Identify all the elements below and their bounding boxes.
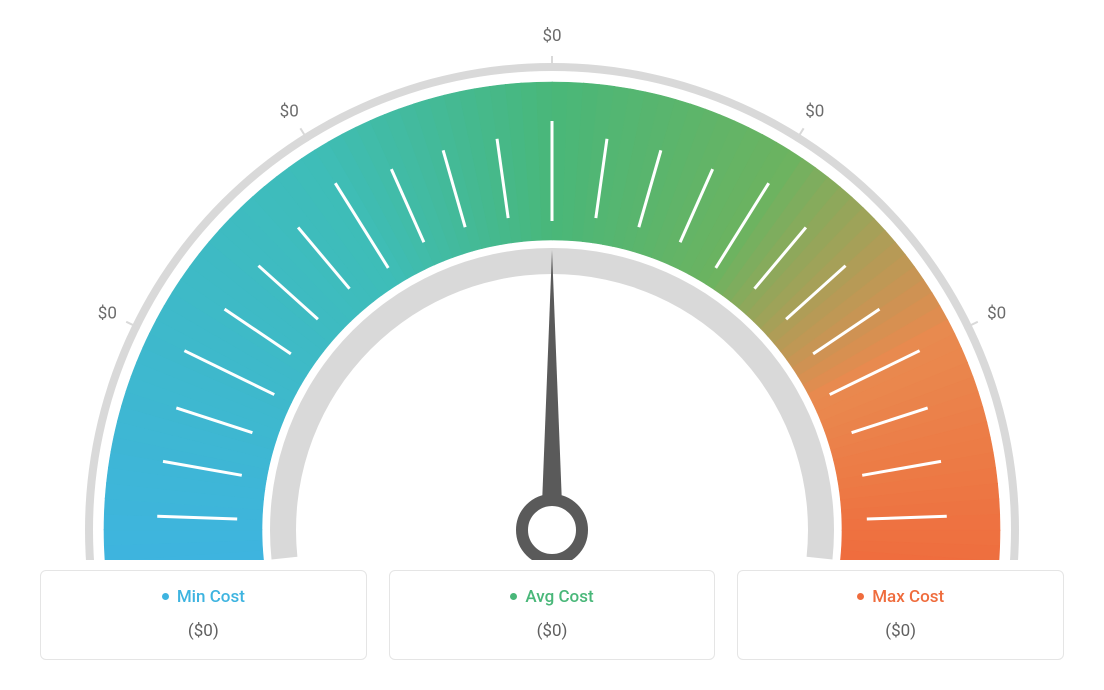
tick-label: $0 [542, 26, 561, 46]
tick-label: $0 [280, 102, 299, 122]
legend-row: Min Cost ($0) Avg Cost ($0) Max Cost ($0) [40, 570, 1064, 660]
gauge-area: $0$0$0$0$0$0$0 [0, 0, 1104, 555]
legend-value: ($0) [51, 621, 356, 641]
legend-dot-icon [162, 593, 169, 600]
legend-card: Avg Cost ($0) [389, 570, 716, 660]
legend-label: Min Cost [177, 587, 245, 607]
legend-title: Max Cost [857, 587, 944, 607]
gauge-chart-container: $0$0$0$0$0$0$0 Min Cost($0)Avg Cost($0)M… [0, 0, 1104, 690]
legend-label: Avg Cost [525, 587, 593, 607]
legend-card: Min Cost ($0) [40, 570, 367, 660]
legend-title: Avg Cost [510, 587, 593, 607]
tick-label: $0 [987, 304, 1006, 324]
legend-dot-icon [857, 593, 864, 600]
tick-label: $0 [98, 304, 117, 324]
legend-dot-icon [510, 593, 517, 600]
gauge-needle [541, 250, 563, 530]
legend-value: ($0) [400, 621, 705, 641]
legend-value: ($0) [748, 621, 1053, 641]
legend-label: Max Cost [872, 587, 944, 607]
legend-title: Min Cost [162, 587, 245, 607]
gauge-svg: $0$0$0$0$0$0$0 [0, 0, 1104, 560]
legend-card: Max Cost ($0) [737, 570, 1064, 660]
needle-hub [522, 500, 582, 560]
tick-label: $0 [805, 102, 824, 122]
